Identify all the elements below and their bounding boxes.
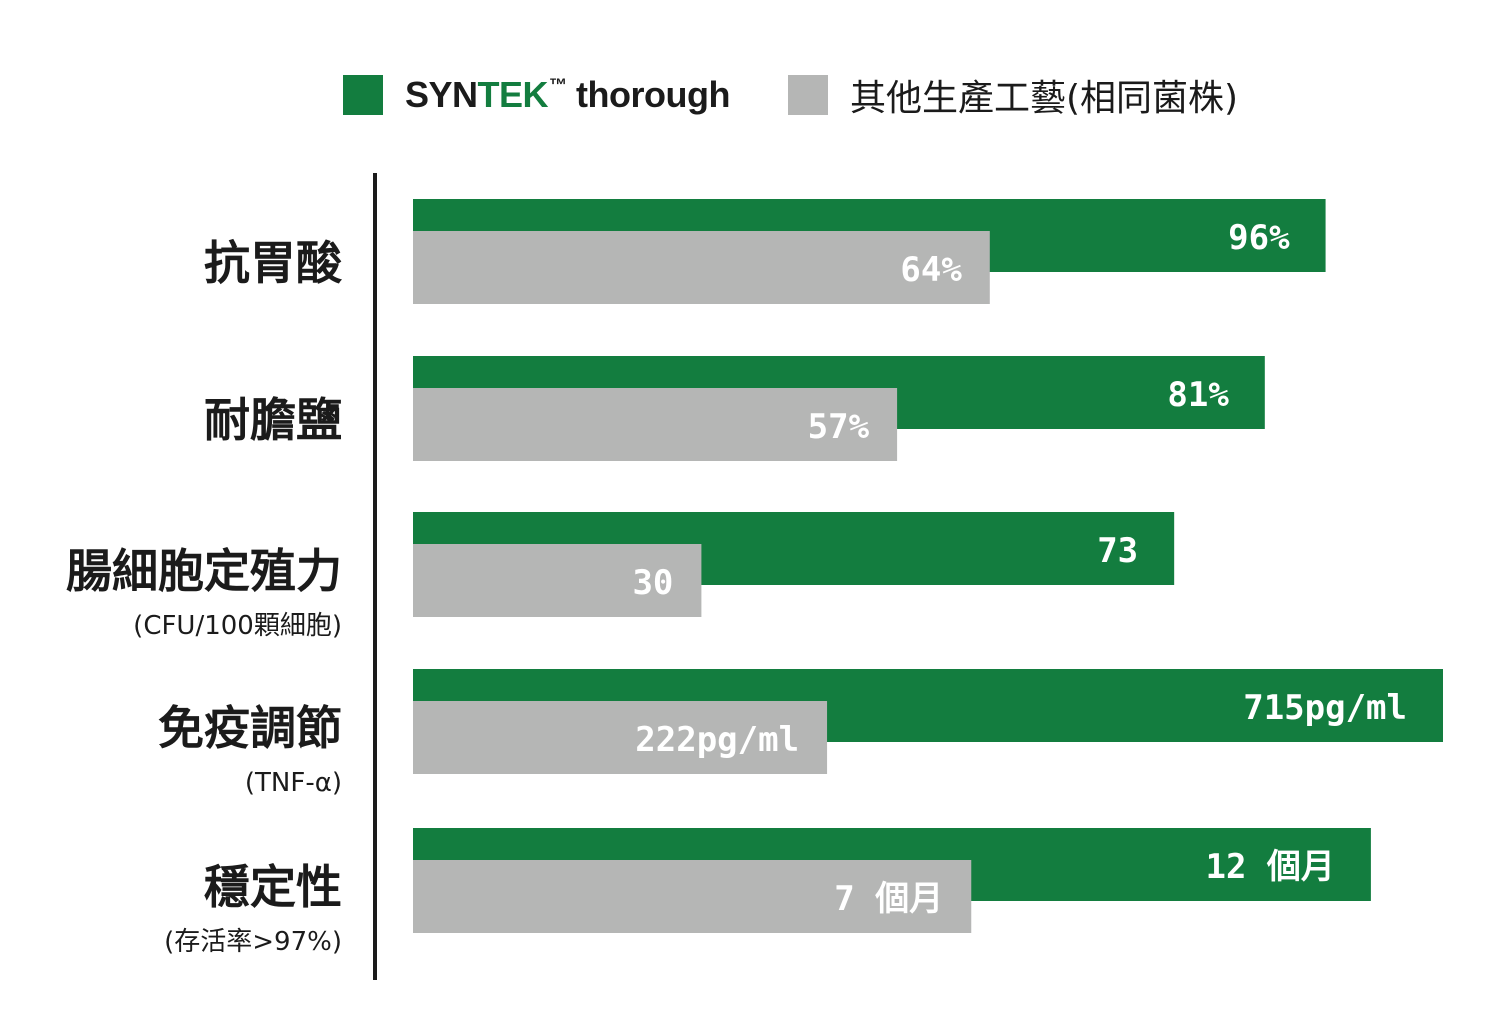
bar-label-other-1: 57% — [808, 407, 870, 447]
legend-brand-accent: TEK — [477, 74, 549, 115]
category-sublabel-3: (TNF-α) — [245, 768, 342, 798]
legend-trademark: ™ — [549, 75, 567, 95]
legend-item-syntek: SYNTEK™ thorough — [343, 74, 730, 116]
bar-other-0 — [413, 231, 990, 304]
legend-label-syntek: SYNTEK™ thorough — [405, 74, 730, 116]
category-sublabel-2: (CFU/100顆細胞) — [133, 611, 342, 641]
bar-label-other-0: 64% — [900, 250, 962, 290]
category-sublabel-4: (存活率>97%) — [164, 927, 342, 957]
legend-brand-prefix: SYN — [405, 74, 478, 115]
bar-label-syntek-0: 96% — [1228, 218, 1290, 258]
bar-label-syntek-2: 73 — [1097, 531, 1138, 571]
bar-other-1 — [413, 388, 898, 461]
legend: SYNTEK™ thorough 其他生產工藝(相同菌株) — [343, 70, 1296, 120]
legend-label-other: 其他生產工藝(相同菌株) — [849, 78, 1239, 119]
bar-other-4 — [413, 860, 972, 933]
bar-label-other-3: 222pg/ml — [635, 720, 799, 760]
legend-item-other: 其他生產工藝(相同菌株) — [787, 69, 1239, 121]
bar-label-other-4: 7 個月 — [834, 879, 943, 919]
category-label-4: 穩定性 — [204, 860, 342, 914]
bar-label-other-2: 30 — [632, 563, 673, 603]
category-label-2: 腸細胞定殖力 — [66, 544, 342, 598]
category-label-0: 抗胃酸 — [204, 236, 343, 290]
category-label-1: 耐膽鹽 — [204, 393, 342, 447]
bar-label-syntek-1: 81% — [1167, 375, 1229, 415]
bar-label-syntek-4: 12 個月 — [1205, 847, 1334, 887]
bar-label-syntek-3: 715pg/ml — [1243, 688, 1407, 728]
bar-other-2 — [413, 544, 702, 617]
legend-swatch-gray — [787, 75, 828, 115]
bar-other-3 — [413, 701, 828, 774]
category-label-3: 免疫調節 — [158, 701, 342, 755]
legend-swatch-green — [343, 75, 383, 115]
legend-brand-suffix: thorough — [566, 74, 730, 115]
